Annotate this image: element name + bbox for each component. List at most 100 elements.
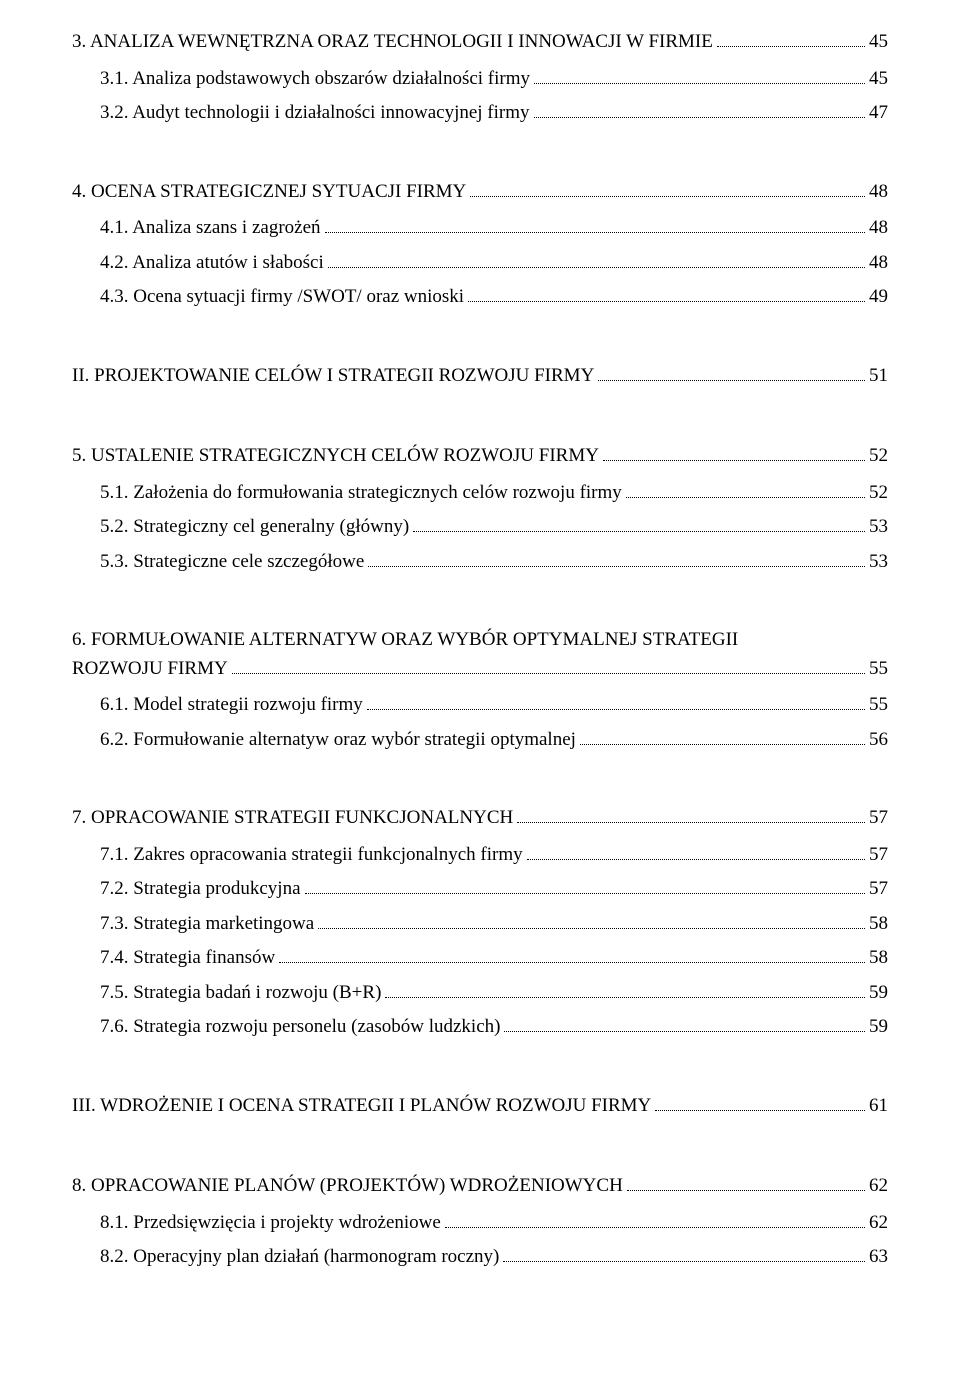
toc-page-number: 55 [869, 691, 888, 720]
toc-entry-label: 4.2. Analiza atutów i słabości [100, 249, 324, 278]
toc-entry-label: 4. OCENA STRATEGICZNEJ SYTUACJI FIRMY [72, 178, 466, 207]
toc-entry-label: 7.3. Strategia marketingowa [100, 910, 314, 939]
toc-page-number: 58 [869, 944, 888, 973]
toc-leader [413, 517, 865, 532]
toc-page-number: 49 [869, 283, 888, 312]
toc-entry-label: 8. OPRACOWANIE PLANÓW (PROJEKTÓW) WDROŻE… [72, 1172, 623, 1201]
toc-leader [598, 365, 865, 380]
toc-leader [445, 1212, 865, 1227]
toc-entry-label: 7.5. Strategia badań i rozwoju (B+R) [100, 979, 381, 1008]
toc-entry: 8.1. Przedsięwzięcia i projekty wdrożeni… [72, 1209, 888, 1238]
toc-entry: 4. OCENA STRATEGICZNEJ SYTUACJI FIRMY 48 [72, 178, 888, 207]
toc-leader [527, 844, 865, 859]
toc-page-number: 48 [869, 214, 888, 243]
toc-entry: 4.3. Ocena sytuacji firmy /SWOT/ oraz wn… [72, 283, 888, 312]
toc-page-number: 51 [869, 362, 888, 391]
toc-entry-label: II. PROJEKTOWANIE CELÓW I STRATEGII ROZW… [72, 362, 594, 391]
toc-leader [517, 808, 865, 823]
toc-entry-label: 7.2. Strategia produkcyjna [100, 875, 301, 904]
toc-page-number: 53 [869, 513, 888, 542]
toc-gap [72, 582, 888, 618]
toc-page-number: 58 [869, 910, 888, 939]
toc-gap [72, 134, 888, 170]
toc-gap [72, 398, 888, 434]
toc-entry-label: 7.4. Strategia finansów [100, 944, 275, 973]
toc-leader [603, 446, 865, 461]
toc-entry-label-tail: ROZWOJU FIRMY [72, 655, 228, 684]
toc-page-number: 48 [869, 249, 888, 278]
toc-page-number: 56 [869, 726, 888, 755]
toc-entry-label: 4.1. Analiza szans i zagrożeń [100, 214, 321, 243]
toc-leader [504, 1017, 865, 1032]
toc-entry: 4.2. Analiza atutów i słabości 48 [72, 249, 888, 278]
toc-entry-label: 7.1. Zakres opracowania strategii funkcj… [100, 841, 523, 870]
toc-page-number: 63 [869, 1243, 888, 1272]
toc-entry: 6.2. Formułowanie alternatyw oraz wybór … [72, 726, 888, 755]
toc-page-number: 48 [869, 178, 888, 207]
table-of-contents: 3. ANALIZA WEWNĘTRZNA ORAZ TECHNOLOGII I… [72, 28, 888, 1272]
toc-entry: 8. OPRACOWANIE PLANÓW (PROJEKTÓW) WDROŻE… [72, 1172, 888, 1201]
toc-entry: II. PROJEKTOWANIE CELÓW I STRATEGII ROZW… [72, 362, 888, 391]
toc-leader [325, 218, 865, 233]
toc-page-number: 57 [869, 841, 888, 870]
toc-entry-label: 3.1. Analiza podstawowych obszarów dział… [100, 65, 530, 94]
toc-leader [503, 1247, 865, 1262]
toc-page-number: 45 [869, 28, 888, 57]
toc-entry: 7.3. Strategia marketingowa 58 [72, 910, 888, 939]
toc-entry: 5.3. Strategiczne cele szczegółowe 53 [72, 548, 888, 577]
toc-page-number: 62 [869, 1209, 888, 1238]
toc-entry: 5.2. Strategiczny cel generalny (główny)… [72, 513, 888, 542]
toc-leader [368, 551, 865, 566]
toc-entry-label: 7. OPRACOWANIE STRATEGII FUNKCJONALNYCH [72, 804, 513, 833]
toc-page-number: 45 [869, 65, 888, 94]
toc-entry: 3. ANALIZA WEWNĘTRZNA ORAZ TECHNOLOGII I… [72, 28, 888, 57]
toc-leader [305, 879, 865, 894]
toc-page-number: 55 [869, 655, 888, 684]
toc-gap [72, 1048, 888, 1084]
toc-entry: 3.2. Audyt technologii i działalności in… [72, 99, 888, 128]
toc-leader [655, 1095, 865, 1110]
toc-leader [717, 32, 865, 47]
toc-entry: III. WDROŻENIE I OCENA STRATEGII I PLANÓ… [72, 1092, 888, 1121]
toc-page-number: 61 [869, 1092, 888, 1121]
toc-entry: 7.6. Strategia rozwoju personelu (zasobó… [72, 1013, 888, 1042]
toc-page-number: 52 [869, 479, 888, 508]
toc-entry-label: 8.2. Operacyjny plan działań (harmonogra… [100, 1243, 499, 1272]
toc-leader [385, 982, 865, 997]
toc-entry-last-line: ROZWOJU FIRMY 55 [72, 655, 888, 684]
toc-entry-label: III. WDROŻENIE I OCENA STRATEGII I PLANÓ… [72, 1092, 651, 1121]
toc-entry-label: 5.3. Strategiczne cele szczegółowe [100, 548, 364, 577]
toc-gap [72, 1128, 888, 1164]
toc-leader [534, 68, 865, 83]
toc-page-number: 52 [869, 442, 888, 471]
toc-entry: 5. USTALENIE STRATEGICZNYCH CELÓW ROZWOJ… [72, 442, 888, 471]
toc-page-number: 59 [869, 1013, 888, 1042]
toc-leader [470, 181, 865, 196]
toc-leader [627, 1176, 865, 1191]
toc-page-number: 59 [869, 979, 888, 1008]
toc-leader [626, 482, 865, 497]
toc-page-number: 57 [869, 804, 888, 833]
toc-leader [232, 658, 865, 673]
toc-entry: 7.2. Strategia produkcyjna 57 [72, 875, 888, 904]
toc-leader [534, 103, 865, 118]
toc-page-number: 57 [869, 875, 888, 904]
toc-leader [318, 913, 865, 928]
toc-page-number: 53 [869, 548, 888, 577]
toc-leader [367, 695, 865, 710]
toc-entry: 3.1. Analiza podstawowych obszarów dział… [72, 65, 888, 94]
toc-entry: 8.2. Operacyjny plan działań (harmonogra… [72, 1243, 888, 1272]
toc-entry-label: 5.2. Strategiczny cel generalny (główny) [100, 513, 409, 542]
toc-entry: 6.1. Model strategii rozwoju firmy55 [72, 691, 888, 720]
toc-entry: 7. OPRACOWANIE STRATEGII FUNKCJONALNYCH 5… [72, 804, 888, 833]
toc-entry: 5.1. Założenia do formułowania strategic… [72, 479, 888, 508]
toc-entry: 7.5. Strategia badań i rozwoju (B+R) 59 [72, 979, 888, 1008]
toc-entry: 7.1. Zakres opracowania strategii funkcj… [72, 841, 888, 870]
toc-leader [468, 287, 865, 302]
toc-entry-label: 6.2. Formułowanie alternatyw oraz wybór … [100, 726, 576, 755]
toc-leader [580, 729, 865, 744]
toc-entry-label: 3. ANALIZA WEWNĘTRZNA ORAZ TECHNOLOGII I… [72, 28, 713, 57]
toc-gap [72, 318, 888, 354]
toc-entry-label: 4.3. Ocena sytuacji firmy /SWOT/ oraz wn… [100, 283, 464, 312]
toc-page-number: 47 [869, 99, 888, 128]
